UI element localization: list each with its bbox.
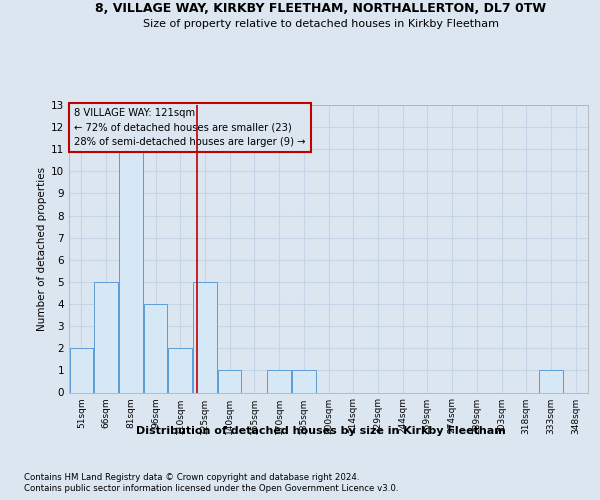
Bar xyxy=(94,282,118,393)
Text: Contains public sector information licensed under the Open Government Licence v3: Contains public sector information licen… xyxy=(24,484,398,493)
Bar xyxy=(119,149,143,392)
Bar xyxy=(539,370,563,392)
Text: 8, VILLAGE WAY, KIRKBY FLEETHAM, NORTHALLERTON, DL7 0TW: 8, VILLAGE WAY, KIRKBY FLEETHAM, NORTHAL… xyxy=(95,2,547,16)
Text: Distribution of detached houses by size in Kirkby Fleetham: Distribution of detached houses by size … xyxy=(136,426,506,436)
Bar xyxy=(292,370,316,392)
Bar xyxy=(193,282,217,393)
Text: Size of property relative to detached houses in Kirkby Fleetham: Size of property relative to detached ho… xyxy=(143,19,499,29)
Bar xyxy=(169,348,192,393)
Text: 8 VILLAGE WAY: 121sqm
← 72% of detached houses are smaller (23)
28% of semi-deta: 8 VILLAGE WAY: 121sqm ← 72% of detached … xyxy=(74,108,305,148)
Bar xyxy=(70,348,93,393)
Bar xyxy=(144,304,167,392)
Y-axis label: Number of detached properties: Number of detached properties xyxy=(37,166,47,331)
Bar xyxy=(218,370,241,392)
Text: Contains HM Land Registry data © Crown copyright and database right 2024.: Contains HM Land Registry data © Crown c… xyxy=(24,472,359,482)
Bar xyxy=(268,370,291,392)
